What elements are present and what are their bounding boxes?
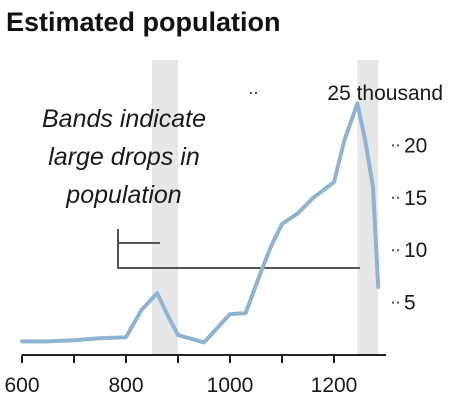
- x-tick-label-800: 800: [108, 374, 143, 397]
- y-tick-label-10: 10: [404, 239, 427, 262]
- x-tick-label-600: 600: [4, 374, 39, 397]
- chart-title: Estimated population: [6, 7, 281, 37]
- annotation-line-2: large drops in: [48, 143, 199, 171]
- series-layer: [20, 101, 381, 345]
- y-tick-label-25: 25 thousand: [327, 82, 443, 105]
- x-axis: 600 800 1000 1200: [4, 354, 386, 397]
- y-tick-label-15: 15: [404, 187, 427, 210]
- annotation-line-1: Bands indicate: [42, 105, 206, 133]
- annotation: Bands indicate large drops in population: [42, 105, 206, 209]
- x-tick-label-1200: 1200: [311, 374, 358, 397]
- x-tick-label-1000: 1000: [207, 374, 254, 397]
- annotation-line-3: population: [65, 181, 181, 209]
- population-line: [20, 101, 381, 345]
- y-axis: 25 thousand 20 15 10 5: [250, 82, 443, 315]
- y-tick-label-20: 20: [404, 134, 427, 157]
- y-tick-label-5: 5: [404, 292, 416, 315]
- annotation-brackets: [117, 229, 360, 269]
